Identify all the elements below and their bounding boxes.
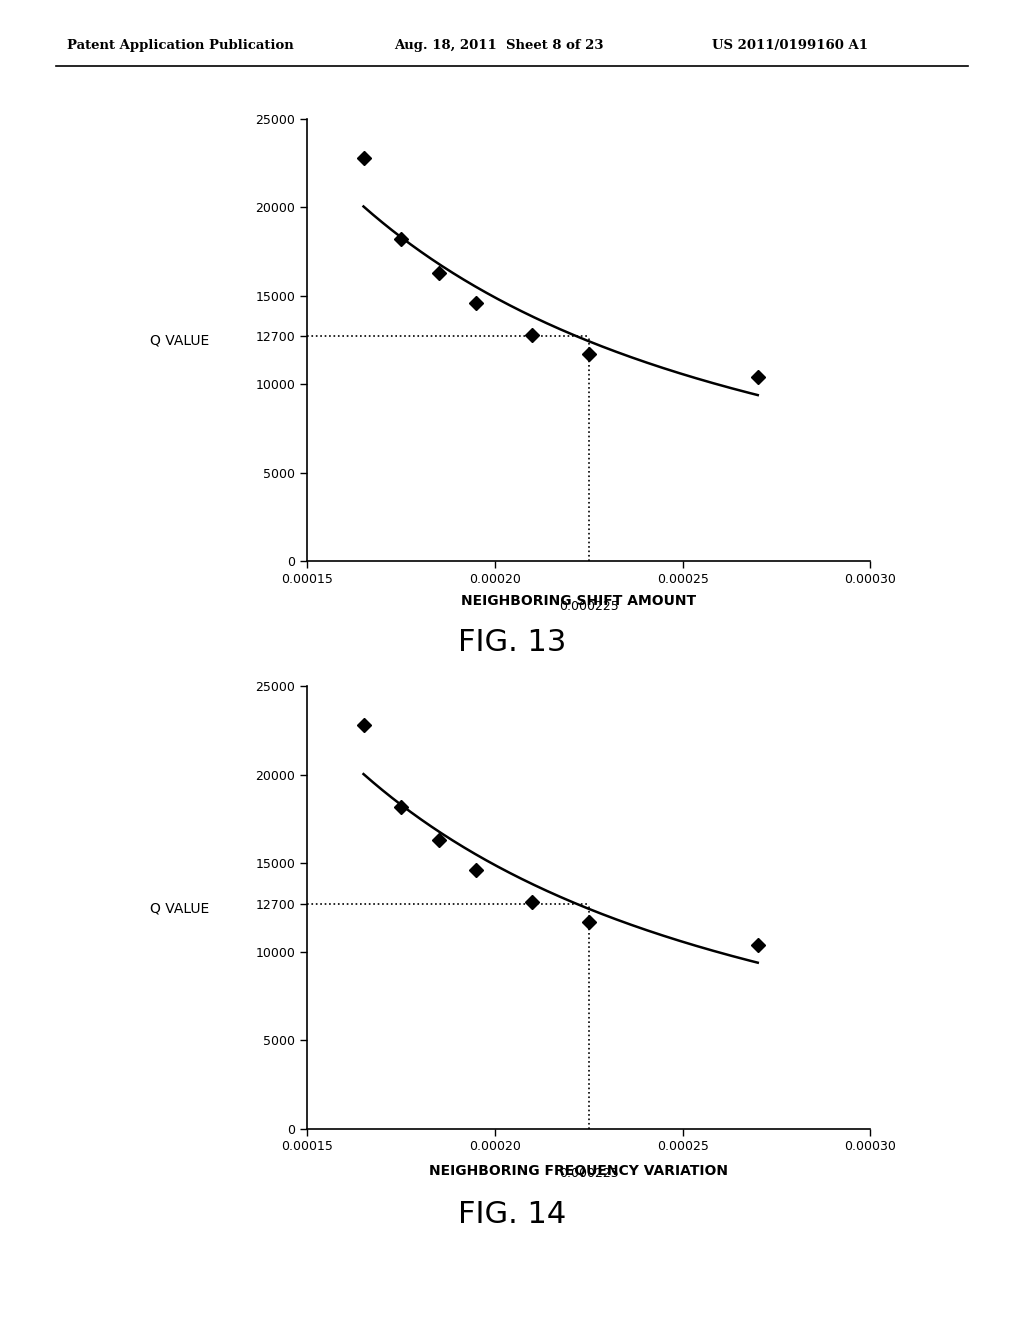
Text: NEIGHBORING FREQUENCY VARIATION: NEIGHBORING FREQUENCY VARIATION — [429, 1164, 728, 1177]
Text: NEIGHBORING SHIFT AMOUNT: NEIGHBORING SHIFT AMOUNT — [461, 594, 696, 607]
Text: Aug. 18, 2011  Sheet 8 of 23: Aug. 18, 2011 Sheet 8 of 23 — [394, 38, 604, 51]
Text: Q VALUE: Q VALUE — [150, 902, 209, 915]
Text: FIG. 13: FIG. 13 — [458, 628, 566, 657]
Text: Q VALUE: Q VALUE — [150, 334, 209, 347]
Text: 0.000225: 0.000225 — [559, 1167, 618, 1180]
Text: US 2011/0199160 A1: US 2011/0199160 A1 — [712, 38, 867, 51]
Text: 0.000225: 0.000225 — [559, 599, 618, 612]
Text: FIG. 14: FIG. 14 — [458, 1200, 566, 1229]
Text: Patent Application Publication: Patent Application Publication — [67, 38, 293, 51]
